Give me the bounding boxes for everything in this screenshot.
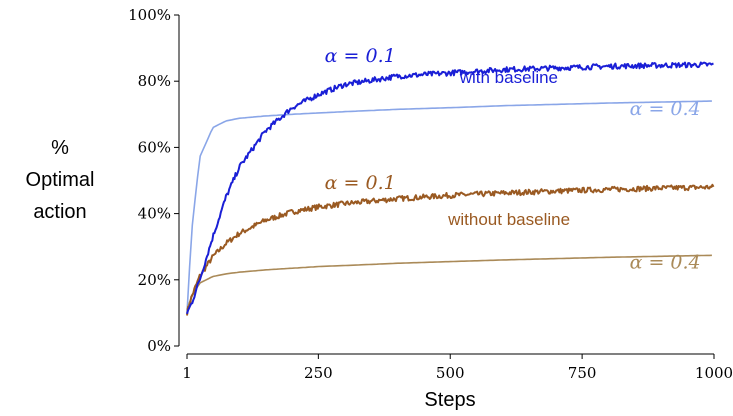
series-layer <box>186 61 715 316</box>
y-tick-label: 100% <box>128 6 171 24</box>
x-axis-title: Steps <box>424 389 475 411</box>
x-tick-label: 1000 <box>695 364 733 382</box>
y-axis-title-line-2: Optimal <box>26 169 95 191</box>
series-line <box>186 254 712 310</box>
series-line <box>186 100 712 313</box>
axes: 0% 20% 40% 60% 80% 100% 1 250 500 750 1000 <box>128 6 733 382</box>
y-tick-label: 20% <box>138 271 171 289</box>
y-tick-label: 60% <box>138 138 171 156</box>
group-annotation: without baseline <box>447 210 570 229</box>
x-tick-label: 750 <box>568 364 597 382</box>
group-annotation: with baseline <box>459 68 558 87</box>
alpha-label: α = 0.4 <box>630 252 701 274</box>
y-axis-title-line-1: % <box>51 137 69 159</box>
y-axis-title-line-3: action <box>33 201 86 223</box>
y-tick-label: 80% <box>138 72 171 90</box>
alpha-label: α = 0.1 <box>325 172 396 194</box>
alpha-label: α = 0.4 <box>630 98 701 120</box>
x-tick-label: 1 <box>182 364 192 382</box>
y-tick-label: 40% <box>138 205 171 223</box>
series-line <box>186 61 714 315</box>
x-tick-label: 500 <box>436 364 465 382</box>
x-tick-label: 250 <box>304 364 333 382</box>
y-tick-label: 0% <box>147 337 171 355</box>
series-line <box>186 183 715 316</box>
label-layer: with baseline without baseline α = 0.1 α = … <box>325 45 701 274</box>
alpha-label: α = 0.1 <box>325 45 396 67</box>
